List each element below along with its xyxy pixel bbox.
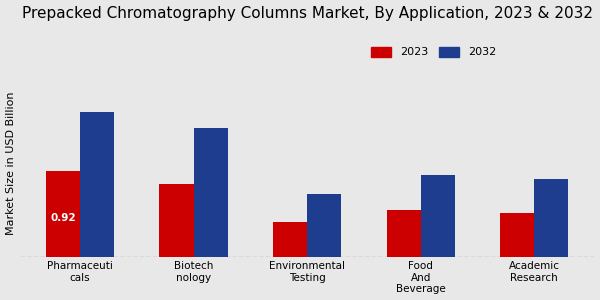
Bar [160,184,194,257]
Bar [273,222,307,257]
Bar [46,171,80,257]
Bar [534,178,568,257]
Bar [500,213,534,257]
Bar [421,175,455,257]
Bar [194,128,227,257]
Y-axis label: Market Size in USD Billion: Market Size in USD Billion [5,92,16,236]
Title: Prepacked Chromatography Columns Market, By Application, 2023 & 2032: Prepacked Chromatography Columns Market,… [22,6,593,21]
Bar [307,194,341,257]
Legend: 2023, 2032: 2023, 2032 [367,42,500,62]
Bar [386,210,421,257]
Bar [80,112,114,257]
Text: 0.92: 0.92 [50,213,76,224]
